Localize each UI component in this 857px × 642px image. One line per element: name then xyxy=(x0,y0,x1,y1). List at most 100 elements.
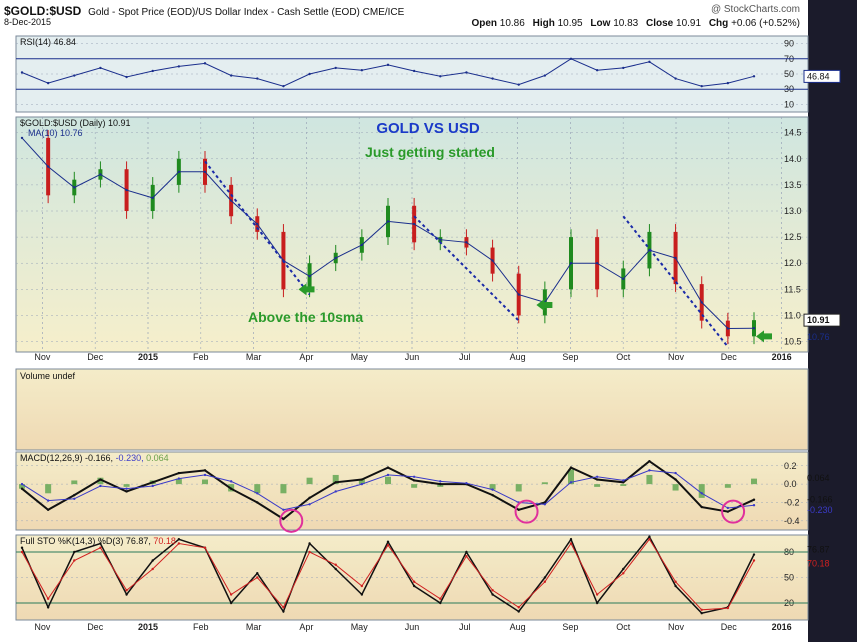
x-axis-top-label: Jul xyxy=(459,352,471,362)
sto-k-line-point xyxy=(517,610,520,613)
rsi-current-value: 46.84 xyxy=(807,71,830,81)
volume-label: Volume undef xyxy=(20,371,76,381)
rsi-line-point xyxy=(439,75,442,78)
macd-line-point xyxy=(360,478,364,481)
macd-histogram-bar xyxy=(646,474,653,485)
sto-label-d: 70.18 xyxy=(153,536,176,546)
sto-k-line-point xyxy=(177,538,181,541)
macd-signal-line-point xyxy=(386,473,390,477)
sto-d-line-point xyxy=(674,580,677,583)
x-axis-bottom-label: Dec xyxy=(87,622,104,632)
sto-k-line-point xyxy=(73,550,76,554)
sto-k-line-point xyxy=(125,593,128,596)
macd-line-point xyxy=(99,478,102,481)
rsi-label: RSI(14) 46.84 xyxy=(20,37,76,47)
sto-label-name: Full STO %K(14,3) %D(3) xyxy=(20,536,126,546)
sto-d-line-point xyxy=(439,597,442,600)
x-axis-top-label: Nov xyxy=(34,352,51,362)
sto-d-line-point xyxy=(412,580,416,583)
macd-signal-line-point xyxy=(491,488,494,491)
macd-line-point xyxy=(674,478,677,481)
green-arrow xyxy=(298,283,315,296)
x-axis-bottom-label: Nov xyxy=(668,622,685,632)
price-tick-label: 10.5 xyxy=(784,337,802,347)
x-axis-bottom-label: Oct xyxy=(616,622,631,632)
green-arrow xyxy=(536,299,553,311)
rsi-line-point xyxy=(726,81,730,85)
sto-d-line-point xyxy=(308,550,311,554)
macd-line-point xyxy=(595,478,599,481)
sto-k-line-point xyxy=(282,610,285,613)
sto-d-line-point xyxy=(465,555,468,558)
sto-k-line-point xyxy=(543,576,547,579)
sto-k-line-point xyxy=(360,593,364,596)
x-axis-bottom-label: Nov xyxy=(34,622,51,632)
x-axis-bottom-label: Dec xyxy=(721,622,738,632)
x-axis-bottom-label: Apr xyxy=(299,622,313,632)
macd-histogram-bar xyxy=(385,476,391,485)
macd-histogram-bar xyxy=(620,484,627,486)
macd-signal-line-point xyxy=(648,469,651,472)
macd-label-name: MACD(12,26,9) xyxy=(20,453,85,463)
macd-label-signal: -0.230, xyxy=(116,453,147,463)
macd-line-point xyxy=(308,496,311,500)
macd-histogram-bar xyxy=(123,484,130,487)
macd-histogram-bar xyxy=(254,484,261,494)
macd-histogram-bar xyxy=(411,484,418,488)
sto-k-line-point xyxy=(752,553,756,556)
sto-d-line-point xyxy=(334,563,337,566)
rsi-line-point xyxy=(491,77,494,80)
sto-k-line-point xyxy=(700,612,703,615)
macd-tick-label: -0.4 xyxy=(784,516,800,526)
sto-d-line-point xyxy=(595,593,599,596)
sto-label-k: 76.87, xyxy=(126,536,154,546)
low-value: 10.83 xyxy=(613,18,639,29)
macd-signal-line-point xyxy=(46,499,50,502)
macd-line-point xyxy=(177,471,181,475)
macd-signal-line-point xyxy=(308,503,311,506)
sto-d-line-point xyxy=(282,606,285,609)
macd-signal-line-point xyxy=(334,490,337,493)
sto-d-line-point xyxy=(203,546,207,549)
price-tick-label: 12.0 xyxy=(784,258,802,268)
symbol: $GOLD:$USD xyxy=(4,4,82,18)
macd-signal-line-point xyxy=(412,475,416,478)
watermark: @ StockCharts.com xyxy=(710,4,800,15)
x-axis-bottom-label: Mar xyxy=(246,622,262,632)
x-axis-top-label: May xyxy=(351,352,369,362)
sto-k-line-point xyxy=(256,572,259,575)
chart-date: 8-Dec-2015 xyxy=(4,17,52,27)
ma-line-point xyxy=(46,165,50,168)
macd-line-point xyxy=(700,505,703,509)
panel-vol xyxy=(15,368,809,451)
macd-signal-line-point xyxy=(465,482,468,485)
sto-d-line-point xyxy=(151,567,154,571)
x-axis-bottom-label: Jun xyxy=(405,622,420,632)
ohlc-readout: Open 10.86 High 10.95 Low 10.83 Close 10… xyxy=(471,18,800,29)
sto-d-line-point xyxy=(177,542,181,545)
sto-tick-label: 50 xyxy=(784,573,794,583)
sto-k-line-point xyxy=(99,542,102,545)
sto-k-line-point xyxy=(308,542,311,545)
macd-signal-line-point xyxy=(752,504,756,507)
macd-label-hist: 0.064 xyxy=(146,453,169,463)
price-tick-label: 14.0 xyxy=(784,154,802,164)
macd-label: MACD(12,26,9) -0.166, -0.230, 0.064 xyxy=(20,453,169,463)
sto-d-line-point xyxy=(360,584,364,588)
macd-signal-line-point xyxy=(99,484,102,488)
x-axis-top-label: Feb xyxy=(193,352,209,362)
macd-signal-line-point xyxy=(700,492,703,495)
rsi-line-point xyxy=(517,83,520,86)
chg-value: +0.06 (+0.52%) xyxy=(731,18,800,29)
macd-signal-line-point xyxy=(595,475,599,478)
macd-histogram-bar xyxy=(751,478,757,485)
macd-hist-badge: 0.064 xyxy=(807,473,830,483)
macd-histogram-bar xyxy=(515,484,522,492)
sto-k-line-point xyxy=(386,540,390,543)
macd-signal-line-point xyxy=(125,487,128,490)
macd-line-point xyxy=(256,501,259,504)
sto-d-line-point xyxy=(125,589,128,592)
macd-histogram-bar xyxy=(71,480,78,485)
rsi-line-point xyxy=(648,60,651,64)
